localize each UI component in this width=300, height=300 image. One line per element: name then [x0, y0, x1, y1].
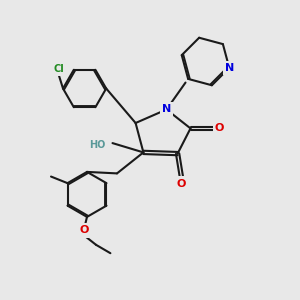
- Text: N: N: [162, 104, 171, 115]
- Text: O: O: [215, 123, 224, 134]
- Text: N: N: [225, 63, 234, 73]
- Text: O: O: [177, 178, 186, 189]
- Text: O: O: [80, 225, 89, 236]
- Text: Cl: Cl: [53, 64, 64, 74]
- Text: HO: HO: [88, 140, 105, 150]
